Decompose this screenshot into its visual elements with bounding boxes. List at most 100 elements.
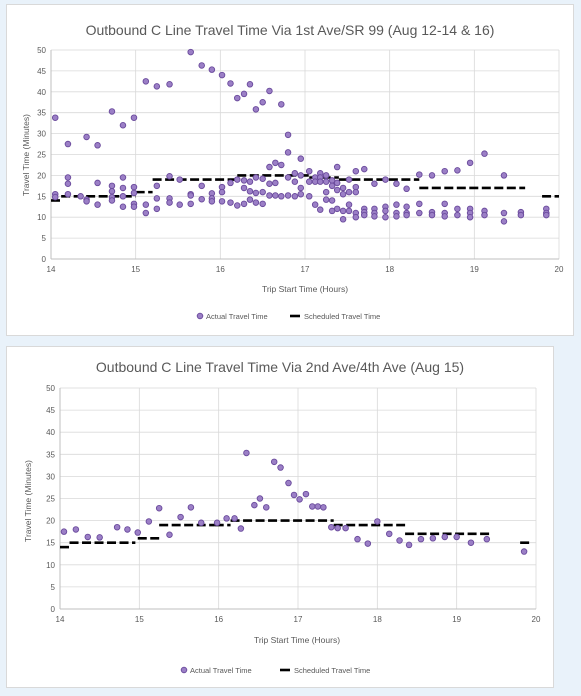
data-point <box>416 209 423 217</box>
data-point <box>266 163 273 171</box>
data-point <box>119 203 127 210</box>
x-tick-label: 19 <box>452 615 461 624</box>
data-point <box>517 211 525 219</box>
data-point <box>278 193 285 200</box>
data-point <box>429 535 437 542</box>
data-point <box>272 159 279 167</box>
data-point <box>94 179 101 187</box>
data-point <box>428 172 436 179</box>
x-tick-label: 16 <box>214 615 223 624</box>
y-tick-label: 25 <box>37 151 46 160</box>
data-point <box>259 200 266 208</box>
x-tick-label: 17 <box>294 615 303 624</box>
data-point <box>231 515 238 522</box>
data-point <box>371 180 378 188</box>
data-point <box>153 195 161 202</box>
data-point <box>405 541 413 549</box>
data-point <box>322 172 330 179</box>
data-point <box>246 81 254 88</box>
data-point <box>466 213 474 221</box>
data-point <box>246 178 254 185</box>
data-point <box>166 199 173 206</box>
data-point <box>361 211 368 219</box>
data-point <box>296 496 303 503</box>
data-point <box>119 174 127 181</box>
data-point <box>213 519 221 527</box>
data-point <box>252 189 260 197</box>
data-point <box>453 533 460 541</box>
data-point <box>272 179 279 187</box>
data-point <box>403 211 410 219</box>
data-point <box>466 159 474 167</box>
data-point <box>278 101 285 108</box>
data-point <box>284 174 292 181</box>
data-point <box>382 207 389 215</box>
actual-series <box>51 48 550 225</box>
data-point <box>333 186 341 194</box>
data-point <box>83 198 90 205</box>
y-tick-label: 15 <box>37 192 46 201</box>
data-point <box>237 525 245 532</box>
gridlines <box>60 387 537 609</box>
data-point <box>72 526 80 533</box>
data-point <box>177 513 184 521</box>
data-point <box>176 201 183 208</box>
y-tick-label: 45 <box>46 406 55 415</box>
data-point <box>259 188 266 196</box>
x-tick-label: 19 <box>470 265 479 274</box>
data-point <box>403 185 410 193</box>
y-axis-label: Travel Time (Minutes) <box>21 114 31 196</box>
data-point <box>166 531 173 538</box>
y-tick-label: 50 <box>37 46 46 55</box>
data-point <box>302 490 310 498</box>
data-point <box>314 503 322 510</box>
data-point <box>218 188 226 196</box>
data-point <box>263 504 270 511</box>
x-tick-label: 20 <box>532 615 541 624</box>
data-point <box>51 114 59 121</box>
data-point <box>291 193 299 200</box>
data-point <box>266 87 273 95</box>
data-point <box>396 537 403 544</box>
data-point <box>64 190 72 198</box>
data-point <box>467 539 475 546</box>
data-point <box>285 479 292 487</box>
legend-scheduled-label: Scheduled Travel Time <box>294 666 370 675</box>
data-point <box>223 515 230 522</box>
chart-title: Outbound C Line Travel Time Via 2nd Ave/… <box>96 359 464 375</box>
data-point <box>316 178 324 185</box>
data-point <box>227 179 234 187</box>
actual-series <box>60 449 528 555</box>
data-point <box>108 108 116 115</box>
data-point <box>481 211 488 219</box>
data-point <box>108 188 116 195</box>
data-point <box>259 98 266 106</box>
y-tick-label: 25 <box>46 495 55 504</box>
data-point <box>124 526 131 533</box>
data-point <box>130 189 138 197</box>
data-point <box>64 180 72 188</box>
data-point <box>187 192 194 199</box>
data-point <box>454 211 461 219</box>
data-point <box>246 188 254 195</box>
data-point <box>142 201 150 208</box>
data-point <box>94 201 101 208</box>
data-point <box>113 523 121 531</box>
y-tick-label: 35 <box>46 450 55 459</box>
x-tick-label: 15 <box>131 265 140 274</box>
data-point <box>198 62 205 69</box>
y-tick-label: 40 <box>46 428 55 437</box>
data-point <box>352 213 360 221</box>
chart-title: Outbound C Line Travel Time Via 1st Ave/… <box>86 22 495 38</box>
x-axis-label: Trip Start Time (Hours) <box>262 284 348 294</box>
y-tick-label: 0 <box>51 605 56 614</box>
data-point <box>290 491 298 499</box>
data-point <box>382 213 389 221</box>
data-point <box>328 523 335 531</box>
data-point <box>339 184 347 192</box>
data-point <box>197 519 205 527</box>
data-point <box>339 207 347 215</box>
y-tick-label: 10 <box>37 213 46 222</box>
data-point <box>208 198 216 205</box>
data-point <box>333 179 341 187</box>
